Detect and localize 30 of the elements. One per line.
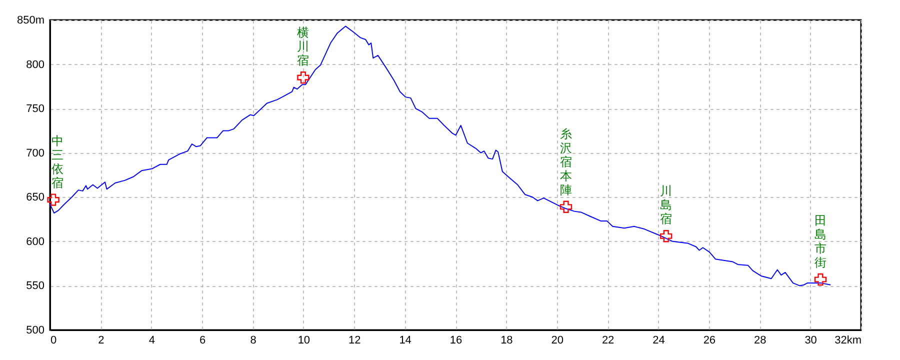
x-tick-label: 0 <box>50 334 57 346</box>
x-tick-label: 10 <box>298 334 310 346</box>
x-tick-label: 12 <box>348 334 361 346</box>
x-tick-label: 26 <box>703 334 716 346</box>
y-tick-label: 750 <box>26 103 44 116</box>
y-tick-label: 700 <box>26 147 44 160</box>
y-tick-label: 600 <box>26 236 44 248</box>
x-tick-label: 4 <box>148 334 155 346</box>
y-tick-label: 800 <box>26 58 44 71</box>
x-tick-label: 6 <box>200 334 206 346</box>
annotation: 田島市街 <box>814 214 826 270</box>
y-tick-label: 650 <box>26 192 44 204</box>
x-tick-label: 18 <box>500 334 513 346</box>
x-tick-label: 8 <box>250 334 256 346</box>
x-tick-label: 14 <box>399 334 412 346</box>
x-tick-label: 22 <box>602 334 614 346</box>
x-tick-label: 16 <box>450 334 462 346</box>
annotation: 川島宿 <box>660 184 672 226</box>
y-tick-label: 500 <box>26 324 44 336</box>
y-tick-label: 550 <box>26 280 44 292</box>
annotation: 横川宿 <box>297 26 310 68</box>
x-tick-label: 28 <box>754 334 766 346</box>
x-tick-label: 30 <box>804 334 817 346</box>
annotation: 中三依宿 <box>51 134 64 190</box>
x-tick-label: 20 <box>551 334 564 346</box>
annotation: 糸沢宿本陣 <box>560 126 572 197</box>
x-tick-label: 2 <box>98 334 104 346</box>
x-tick-label: 32km <box>834 334 862 346</box>
x-tick-label: 24 <box>652 334 665 346</box>
y-tick-label: 850m <box>16 14 44 26</box>
